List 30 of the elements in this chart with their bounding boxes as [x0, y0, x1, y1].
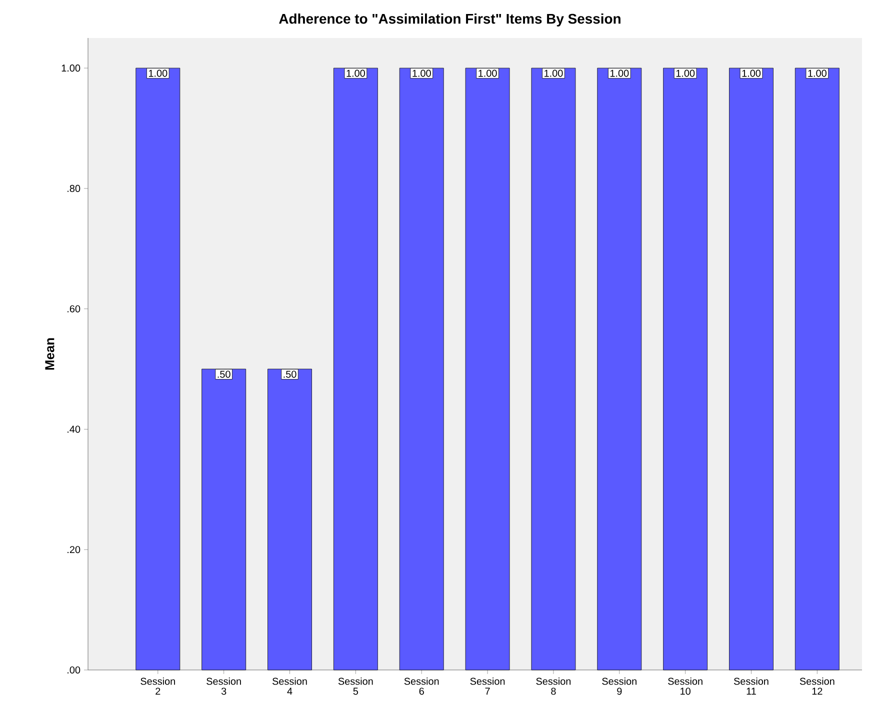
- data-label: 1.00: [346, 70, 365, 77]
- data-label: 1.00: [148, 70, 168, 77]
- data-label: 1.00: [808, 70, 826, 77]
- data-label: 1.00: [742, 70, 761, 77]
- y-tick-label: 1.00: [62, 64, 80, 72]
- chart-title: Adherence to "Assimilation First" Items By Session: [279, 13, 620, 26]
- y-tick-label: .60: [68, 305, 80, 312]
- data-label: 1.00: [676, 70, 695, 77]
- x-tick-label: Session 8: [536, 677, 571, 695]
- data-label: .50: [284, 370, 296, 378]
- x-tick-label: Session 12: [800, 677, 834, 695]
- x-tick-label: Session 4: [272, 677, 307, 695]
- data-label: 1.00: [610, 70, 629, 77]
- y-tick-label: .80: [68, 184, 80, 192]
- x-tick-label: Session 2: [140, 677, 175, 695]
- y-axis-title: Mean: [45, 338, 54, 370]
- x-tick-label: Session 10: [668, 677, 702, 695]
- x-tick-label: Session 3: [206, 677, 241, 695]
- y-tick-label: .20: [68, 546, 80, 554]
- data-label: 1.00: [478, 70, 497, 77]
- x-tick-label: Session 6: [404, 677, 439, 695]
- y-tick-label: .00: [68, 666, 80, 674]
- data-label: .50: [218, 370, 230, 378]
- data-label: 1.00: [412, 70, 431, 77]
- x-tick-label: Session 11: [734, 677, 768, 695]
- x-tick-label: Session 5: [338, 677, 373, 695]
- x-tick-label: Session 7: [470, 677, 505, 695]
- data-label: 1.00: [544, 70, 563, 77]
- y-tick-label: .40: [68, 426, 80, 433]
- x-tick-label: Session 9: [602, 677, 636, 695]
